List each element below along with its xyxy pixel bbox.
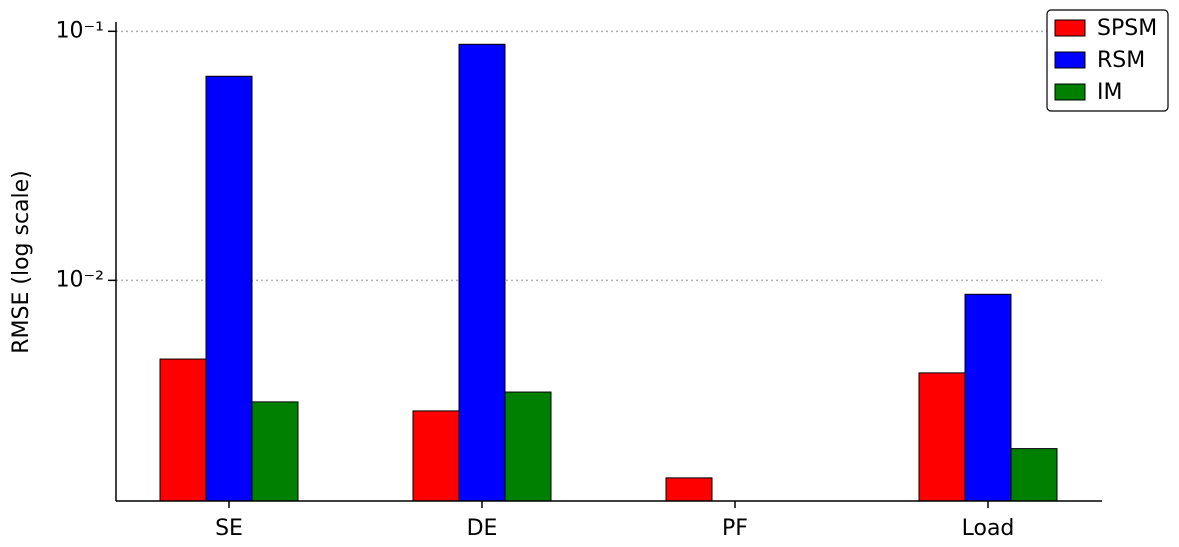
bar: [412, 410, 460, 502]
bar: [1010, 448, 1058, 502]
legend-swatch: [1054, 19, 1086, 37]
bar: [205, 75, 253, 502]
x-tick-label: Load: [962, 516, 1015, 541]
bar: [665, 477, 713, 502]
y-tick-label: 10⁻²: [56, 267, 104, 292]
legend-swatch: [1054, 83, 1086, 101]
bar: [918, 372, 966, 502]
bar: [458, 43, 506, 502]
legend-label: RSM: [1097, 48, 1145, 73]
legend-label: IM: [1097, 80, 1122, 105]
bar: [504, 391, 552, 502]
x-tick-label: SE: [215, 516, 243, 541]
y-tick-label: 10⁻¹: [56, 18, 104, 43]
bar: [251, 401, 299, 502]
bar: [159, 358, 207, 502]
y-axis-label: RMSE (log scale): [9, 170, 34, 354]
bar: [964, 293, 1012, 502]
x-tick-label: DE: [467, 516, 498, 541]
legend-label: SPSM: [1097, 16, 1157, 41]
legend-swatch: [1054, 51, 1086, 69]
x-tick-label: PF: [722, 516, 748, 541]
